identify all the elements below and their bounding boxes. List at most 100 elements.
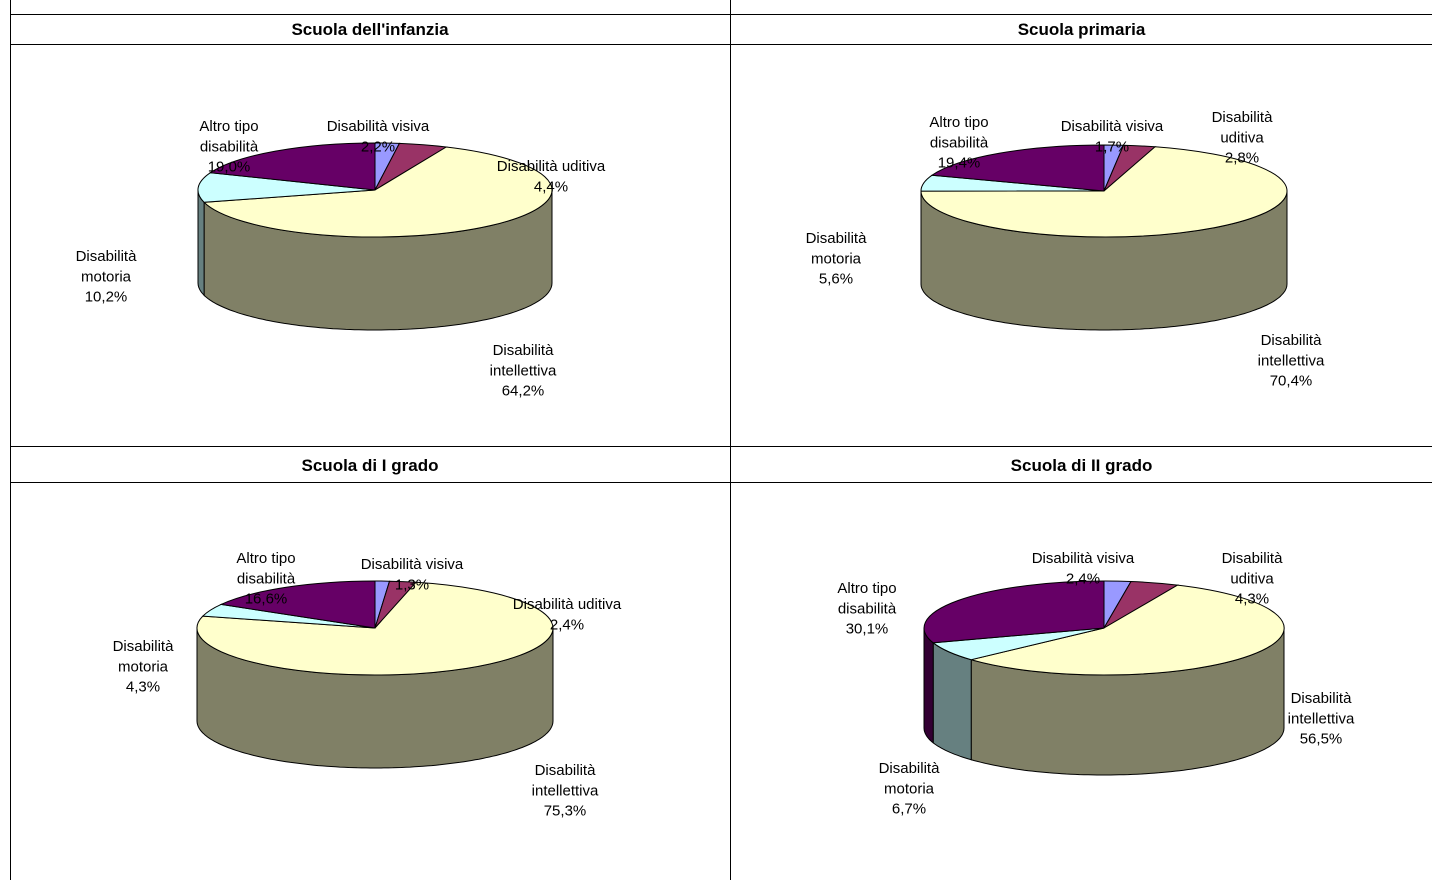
data-label-line: disabilità — [237, 570, 296, 587]
data-label-2: Disabilità intellettiva 75,3% — [532, 762, 599, 820]
data-label-line: uditiva — [1230, 570, 1274, 587]
data-label-2: Disabilità intellettiva 64,2% — [490, 342, 557, 400]
data-label-1: Disabilità uditiva 2,8% — [1212, 109, 1274, 167]
data-label-3: Disabilità motoria 4,3% — [113, 638, 175, 696]
data-label-line: Disabilità — [806, 230, 868, 247]
data-label-line: 4,3% — [1235, 591, 1269, 608]
pie-slice-4 — [219, 580, 376, 629]
data-label-4: Altro tipo disabilità 30,1% — [837, 580, 896, 638]
data-label-line: Disabilità — [1222, 550, 1284, 567]
data-label-2: Disabilità intellettiva 70,4% — [1258, 332, 1325, 390]
data-label-line: 16,6% — [245, 591, 288, 608]
data-label-line: 1,7% — [1095, 138, 1129, 155]
data-label-line: Disabilità uditiva — [513, 596, 622, 613]
data-label-3: Disabilità motoria 10,2% — [76, 248, 138, 306]
data-label-line: motoria — [884, 780, 935, 797]
grid-line-left — [10, 0, 11, 880]
chart-title-infanzia: Scuola dell'infanzia — [291, 20, 449, 39]
pie-slice-4 — [208, 142, 376, 191]
data-label-1: Disabilità uditiva 4,3% — [1222, 550, 1284, 608]
data-label-1: Disabilità uditiva 2,4% — [513, 596, 622, 633]
data-label-line: intellettiva — [490, 362, 557, 379]
grid-line-header-2 — [10, 482, 1432, 483]
data-label-line: Disabilità — [76, 248, 138, 265]
data-label-line: Disabilità — [535, 762, 597, 779]
pie-side-4 — [923, 627, 934, 744]
data-label-0: Disabilità visiva 2,4% — [1032, 550, 1135, 587]
chart-grid: Scuola dell'infanzia Scuola primaria Scu… — [10, 0, 1432, 880]
pie-chart-primo-grado: Disabilità visiva 1,3% Disabilità uditiva 2… — [113, 550, 622, 820]
pie-chart-secondo-grado: Disabilità visiva 2,4% Disabilità uditiva 4,… — [837, 550, 1355, 818]
data-label-line: Altro tipo — [236, 550, 295, 567]
data-label-0: Disabilità visiva 1,7% — [1061, 118, 1164, 155]
data-label-line: Disabilità — [1261, 332, 1323, 349]
data-label-line: Disabilità visiva — [361, 556, 464, 573]
data-label-line: 1,3% — [395, 576, 429, 593]
data-label-line: Disabilità — [879, 760, 941, 777]
data-label-line: intellettiva — [532, 782, 599, 799]
data-label-line: Disabilità — [493, 342, 555, 359]
data-label-line: 2,2% — [361, 138, 395, 155]
pie-chart-infanzia: Disabilità visiva 2,2% Disabilità uditiva 4… — [76, 118, 606, 400]
data-label-line: Disabilità — [113, 638, 175, 655]
data-label-line: disabilità — [838, 600, 897, 617]
data-label-line: Disabilità visiva — [1061, 118, 1164, 135]
pie-slice-4 — [930, 144, 1105, 192]
data-label-4: Altro tipo disabilità 19,4% — [929, 114, 988, 172]
chart-title-primo-grado: Scuola di I grado — [301, 456, 439, 475]
pie-slice-2 — [196, 581, 554, 676]
pie-chart-primaria: Disabilità visiva 1,7% Disabilità uditiva 2,… — [806, 109, 1325, 390]
data-label-line: 56,5% — [1300, 731, 1343, 748]
data-label-line: Altro tipo — [837, 580, 896, 597]
data-label-line: 70,4% — [1270, 373, 1313, 390]
data-label-line: 2,8% — [1225, 150, 1259, 167]
data-label-line: 5,6% — [819, 271, 853, 288]
grid-line-middle — [730, 0, 731, 880]
data-label-line: 75,3% — [544, 803, 587, 820]
chart-title-primaria: Scuola primaria — [1017, 20, 1146, 39]
data-label-line: Disabilità visiva — [1032, 550, 1135, 567]
data-label-line: 6,7% — [892, 801, 926, 818]
data-label-line: motoria — [81, 268, 132, 285]
data-label-0: Disabilità visiva 1,3% — [361, 556, 464, 593]
data-label-4: Altro tipo disabilità 19,0% — [199, 118, 258, 176]
data-label-line: Disabilità — [1291, 690, 1353, 707]
data-label-line: 10,2% — [85, 289, 128, 306]
pie-slice-2 — [969, 584, 1285, 676]
data-label-3: Disabilità motoria 5,6% — [806, 230, 868, 288]
data-label-line: uditiva — [1220, 129, 1264, 146]
data-label-line: Disabilità visiva — [327, 118, 430, 135]
chart-title-secondo-grado: Scuola di II grado — [1010, 456, 1153, 475]
data-label-line: 64,2% — [502, 383, 545, 400]
data-label-line: 2,4% — [550, 616, 584, 633]
data-label-line: 19,4% — [938, 155, 981, 172]
grid-line-top — [10, 14, 1432, 15]
pie-side-3 — [932, 641, 972, 761]
pie-side-3 — [197, 189, 205, 297]
pie-slice-4 — [923, 580, 1105, 644]
data-label-line: 4,4% — [534, 178, 568, 195]
pie-slice-2 — [202, 146, 553, 238]
data-label-line: intellettiva — [1288, 710, 1355, 727]
pie-slice-2 — [920, 146, 1288, 238]
data-label-line: disabilità — [930, 134, 989, 151]
data-label-line: 30,1% — [846, 621, 889, 638]
grid-line-header-1 — [10, 44, 1432, 45]
data-label-line: 4,3% — [126, 679, 160, 696]
data-label-line: motoria — [811, 250, 862, 267]
data-label-line: Altro tipo — [929, 114, 988, 131]
data-label-2: Disabilità intellettiva 56,5% — [1288, 690, 1355, 748]
data-label-line: Altro tipo — [199, 118, 258, 135]
data-label-1: Disabilità uditiva 4,4% — [497, 158, 606, 195]
data-label-line: motoria — [118, 658, 169, 675]
data-label-line: Disabilità uditiva — [497, 158, 606, 175]
data-label-3: Disabilità motoria 6,7% — [879, 760, 941, 818]
data-label-line: 19,0% — [208, 159, 251, 176]
data-label-line: disabilità — [200, 138, 259, 155]
data-label-0: Disabilità visiva 2,2% — [327, 118, 430, 155]
data-label-4: Altro tipo disabilità 16,6% — [236, 550, 295, 608]
grid-line-row-sep — [10, 446, 1432, 447]
data-label-line: Disabilità — [1212, 109, 1274, 126]
pie-slice-3 — [197, 172, 376, 203]
data-label-line: 2,4% — [1066, 570, 1100, 587]
